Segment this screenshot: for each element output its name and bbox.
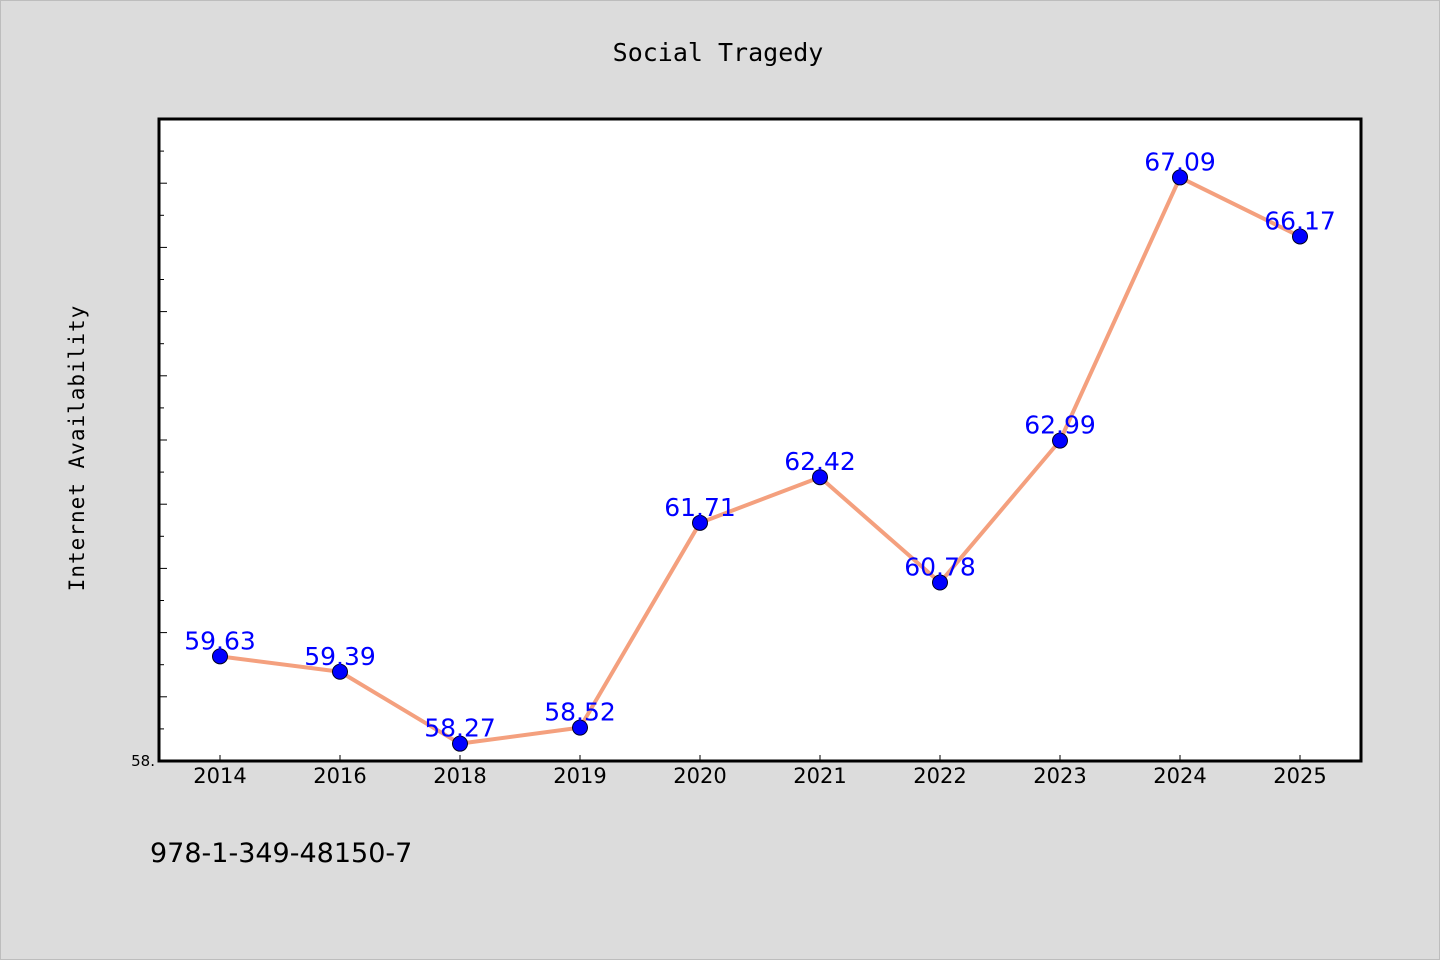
data-label: 66.17	[1264, 206, 1336, 235]
x-tick-label: 2019	[553, 764, 606, 788]
x-tick-label: 2016	[313, 764, 366, 788]
data-label: 62.99	[1024, 411, 1096, 440]
plot-area	[159, 119, 1361, 761]
data-label: 59.63	[184, 626, 256, 655]
data-label: 58.52	[544, 698, 616, 727]
data-label: 58.27	[424, 714, 496, 743]
y-tick-label-min: 58.	[131, 752, 155, 770]
data-label: 61.71	[664, 493, 736, 522]
data-label: 67.09	[1144, 147, 1216, 176]
x-tick-label: 2022	[913, 764, 966, 788]
data-point	[212, 648, 228, 665]
footnote-isbn: 978-1-349-48150-7	[150, 838, 412, 869]
data-label: 59.39	[304, 642, 376, 671]
x-tick-label: 2018	[433, 764, 486, 788]
x-tick-label: 2023	[1033, 764, 1086, 788]
data-labels: 59.63 59.39 58.27 58.52 61.71 62.42 60.78 62.99…	[184, 147, 1336, 742]
data-label: 62.42	[784, 447, 856, 476]
series-line	[218, 175, 1302, 746]
data-point	[1052, 432, 1068, 449]
y-axis-label: Internet Availability	[65, 305, 89, 592]
data-label: 60.78	[904, 553, 976, 582]
x-tick-label: 2024	[1153, 764, 1206, 788]
data-point	[932, 574, 948, 591]
x-tick-label: 2021	[793, 764, 846, 788]
plot-border	[157, 117, 1363, 763]
data-point	[332, 663, 348, 680]
data-point	[452, 735, 468, 752]
series-markers	[212, 169, 1308, 752]
chart-title: Social Tragedy	[613, 38, 824, 67]
data-point	[1292, 228, 1308, 245]
x-tick-label: 2025	[1273, 764, 1326, 788]
data-point	[572, 719, 588, 736]
data-point	[812, 469, 828, 486]
data-point	[1172, 169, 1188, 186]
series-line-layer	[218, 175, 1302, 746]
x-tick-label: 2014	[193, 764, 246, 788]
data-point	[692, 514, 708, 531]
x-tick-label: 2020	[673, 764, 726, 788]
x-axis-tick-labels: 2014 2016 2018 2019 2020 2021 2022 2023 2024 2025	[193, 755, 1327, 788]
